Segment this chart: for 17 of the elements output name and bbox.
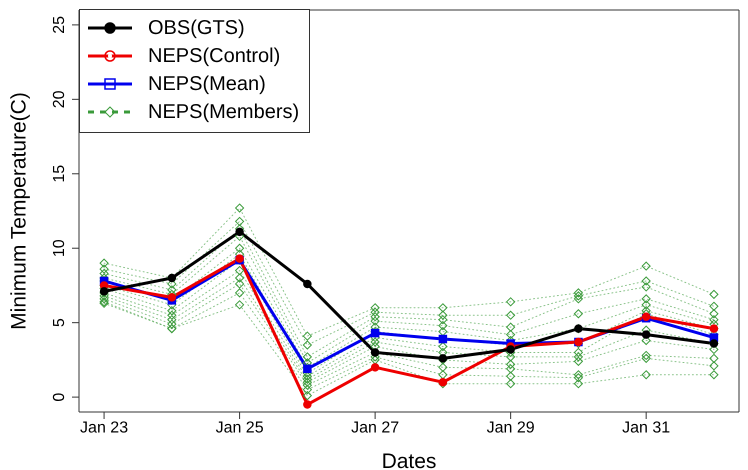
y-tick-label: 10 [51, 239, 68, 258]
y-tick-label: 5 [51, 318, 68, 328]
legend-label: OBS(GTS) [148, 16, 245, 40]
x-tick-label: Jan 29 [486, 419, 535, 436]
x-tick-label: Jan 31 [622, 419, 670, 436]
y-tick-label: 15 [51, 164, 68, 183]
x-tick-label: Jan 27 [351, 419, 400, 436]
y-axis-title: Minimum Temperature(C) [7, 92, 30, 330]
x-axis-title: Dates [382, 450, 436, 470]
x-tick-label: Jan 23 [80, 419, 128, 436]
legend-label: NEPS(Members) [148, 100, 300, 124]
legend-label: NEPS(Mean) [148, 72, 266, 96]
y-tick-label: 0 [51, 392, 68, 402]
y-tick-label: 25 [51, 16, 68, 34]
legend-label: NEPS(Control) [148, 44, 280, 68]
x-tick-label: Jan 25 [216, 419, 264, 436]
y-tick-label: 20 [51, 90, 68, 108]
